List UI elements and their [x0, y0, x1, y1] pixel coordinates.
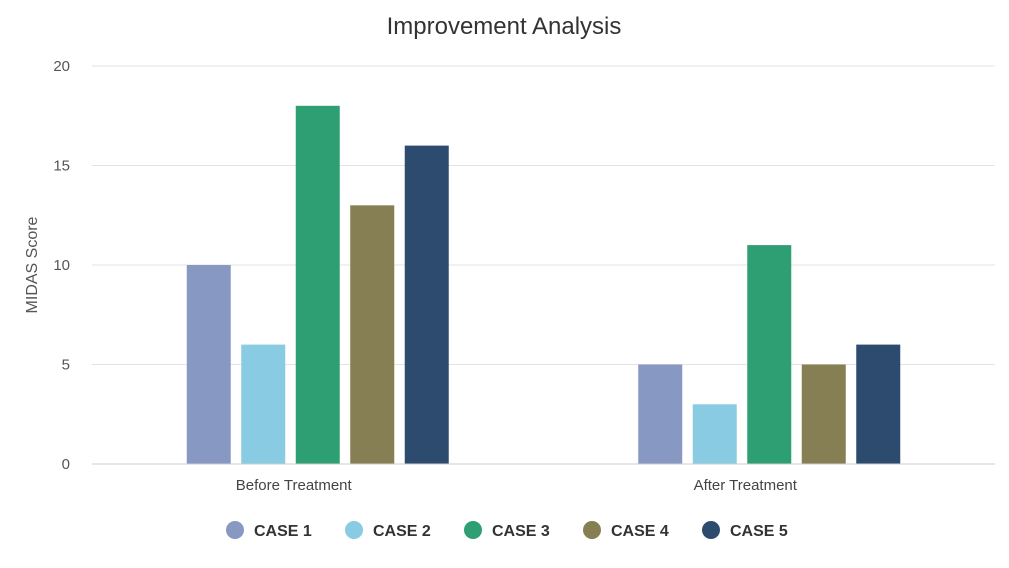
bars: [186, 105, 901, 465]
bar-case-2-0: [241, 344, 286, 464]
legend-marker: [226, 521, 244, 539]
chart-title: Improvement Analysis: [387, 13, 622, 40]
y-axis-label: MIDAS Score: [24, 216, 41, 313]
bar-case-3-1: [747, 245, 792, 464]
legend-label: CASE 4: [611, 523, 669, 540]
y-tick-label: 0: [62, 456, 70, 473]
bar-case-4-0: [350, 205, 395, 465]
x-axis: Before Treatment After Treatment: [92, 463, 995, 494]
x-category-label: After Treatment: [694, 477, 798, 494]
bar-case-2-1: [692, 404, 737, 464]
legend-marker: [464, 521, 482, 539]
legend-marker: [702, 521, 720, 539]
legend: CASE 1 CASE 2 CASE 3 CASE 4 CASE 5: [226, 521, 788, 540]
bar-case-3-0: [295, 105, 340, 465]
y-tick-label: 5: [62, 357, 70, 374]
bar-case-4-1: [801, 364, 846, 464]
x-category-label: Before Treatment: [236, 477, 353, 494]
y-tick-label: 15: [53, 158, 70, 175]
bar-case-5-0: [404, 145, 449, 464]
legend-marker: [345, 521, 363, 539]
y-tick-label: 20: [53, 58, 70, 75]
bar-case-1-1: [638, 364, 683, 464]
legend-marker: [583, 521, 601, 539]
legend-label: CASE 1: [254, 523, 312, 540]
legend-label: CASE 3: [492, 523, 550, 540]
bar-case-5-1: [856, 344, 901, 464]
bar-case-1-0: [186, 265, 231, 464]
legend-label: CASE 5: [730, 523, 788, 540]
legend-label: CASE 2: [373, 523, 431, 540]
y-tick-label: 10: [53, 257, 70, 274]
